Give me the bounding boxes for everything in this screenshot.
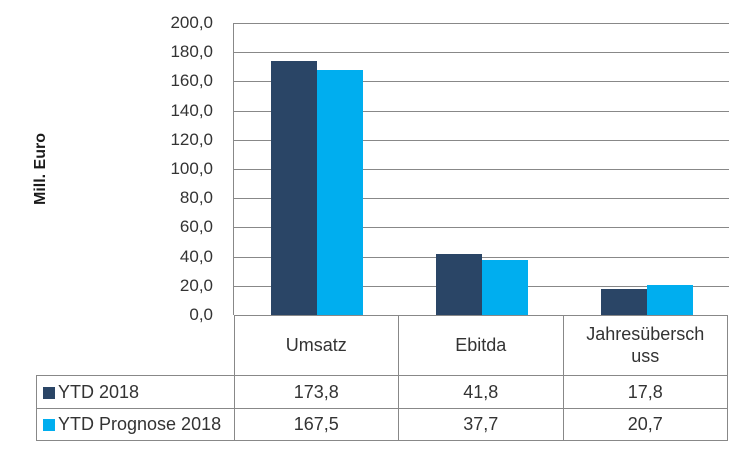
category-header-cell: Ebitda bbox=[398, 315, 564, 376]
value-cell: 37,7 bbox=[398, 408, 564, 441]
bar-group bbox=[234, 23, 399, 315]
value-cell: 41,8 bbox=[398, 375, 564, 409]
bar bbox=[600, 289, 647, 315]
value-cell: 167,5 bbox=[233, 408, 399, 441]
y-tick-label: 20,0 bbox=[179, 275, 213, 295]
legend-label: YTD Prognose 2018 bbox=[58, 414, 222, 434]
legend-label: YTD 2018 bbox=[58, 381, 140, 402]
y-tick-label: 40,0 bbox=[179, 246, 213, 266]
y-tick-label: 100,0 bbox=[170, 159, 213, 178]
y-tick-label: 200,0 bbox=[170, 13, 213, 32]
gridline bbox=[234, 227, 729, 229]
legend-cell: YTD 2018 bbox=[36, 375, 235, 409]
legend-cell: YTD Prognose 2018 bbox=[36, 408, 235, 441]
y-tick-label: 180,0 bbox=[170, 42, 213, 62]
y-tick-label: 120,0 bbox=[170, 129, 213, 149]
category-header-cell: Umsatz bbox=[233, 315, 399, 376]
table-header-row: Umsatz Ebitda Jahresüberschuss bbox=[36, 315, 728, 376]
table-row: YTD 2018 173,8 41,8 17,8 bbox=[36, 375, 728, 409]
gridline bbox=[234, 198, 729, 200]
y-tick-label: 80,0 bbox=[179, 188, 213, 208]
value-cell: 20,7 bbox=[562, 408, 728, 441]
gridline bbox=[234, 169, 729, 170]
gridline bbox=[234, 52, 729, 54]
gridline bbox=[234, 139, 729, 141]
y-tick-label: 140,0 bbox=[170, 100, 213, 120]
gridline bbox=[234, 110, 729, 112]
value-cell: 173,8 bbox=[233, 375, 399, 409]
category-label: Ebitda bbox=[455, 334, 507, 355]
gridline bbox=[234, 81, 729, 83]
bar-group bbox=[399, 23, 564, 315]
category-label: Jahresüberschuss bbox=[586, 323, 705, 366]
category-label: Umsatz bbox=[285, 334, 347, 355]
data-table: Umsatz Ebitda Jahresüberschuss YTD 2018 173,… bbox=[36, 315, 728, 441]
bar bbox=[481, 259, 528, 315]
y-axis-tick-labels: 200,0 180,0 160,0 140,0 120,0 100,0 80,0 60,0 40… bbox=[0, 13, 213, 324]
bar-groups bbox=[234, 23, 729, 315]
bar-group bbox=[564, 23, 729, 315]
bar bbox=[316, 70, 363, 315]
bar bbox=[646, 284, 693, 315]
category-header-cell: Jahresüberschuss bbox=[562, 315, 728, 376]
bar bbox=[270, 61, 317, 315]
legend-swatch-icon bbox=[43, 386, 55, 399]
value-cell: 17,8 bbox=[562, 375, 728, 409]
y-tick-label: 60,0 bbox=[179, 217, 213, 237]
legend-swatch-icon bbox=[43, 419, 55, 431]
gridline bbox=[234, 256, 729, 258]
legend-header-cell bbox=[36, 315, 235, 376]
gridline bbox=[234, 23, 729, 24]
y-tick-label: 160,0 bbox=[170, 71, 213, 91]
table-row: YTD Prognose 2018 167,5 37,7 20,7 bbox=[36, 408, 728, 441]
bar bbox=[435, 253, 482, 315]
plot-area bbox=[233, 23, 729, 315]
